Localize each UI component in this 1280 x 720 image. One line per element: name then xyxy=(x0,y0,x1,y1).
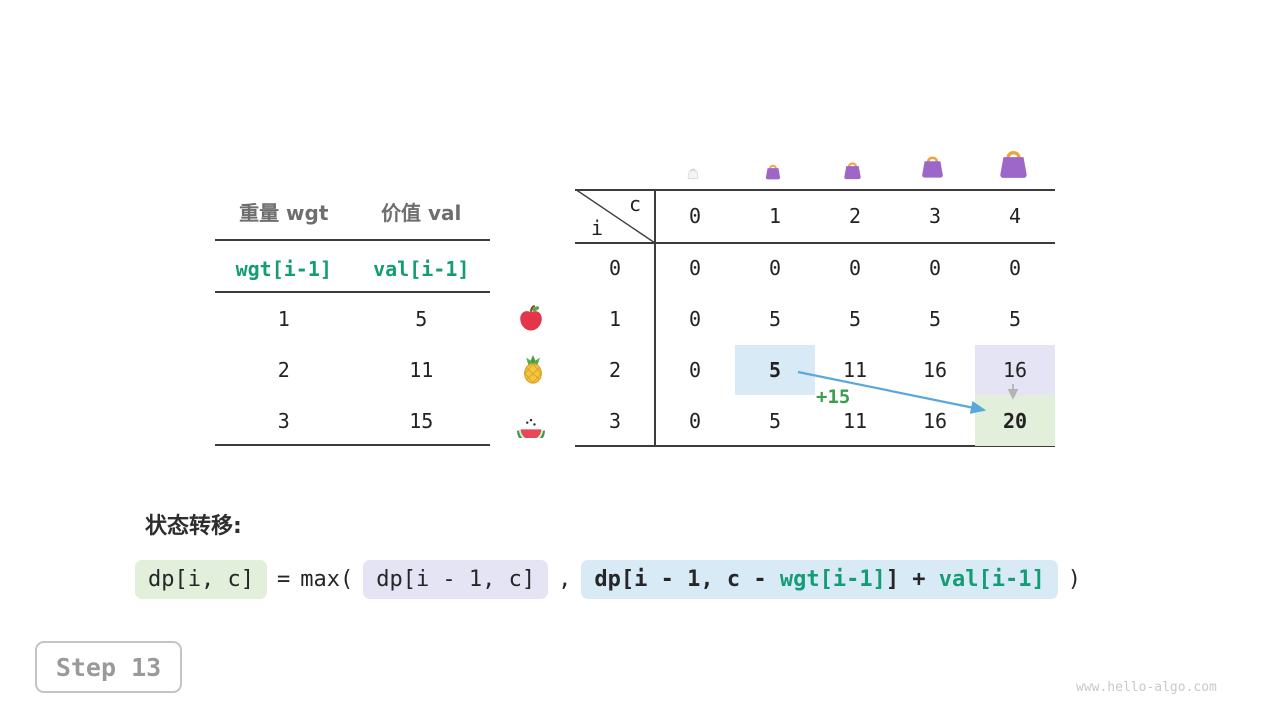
items-table-divider-line xyxy=(215,291,490,293)
row-header-3: 3 xyxy=(608,408,622,433)
dp-cell-1-3: 5 xyxy=(928,307,942,332)
item-1-weight: 1 xyxy=(277,307,290,331)
row-header-0: 0 xyxy=(608,256,622,281)
items-table-header-row: 重量 wgt 价值 val xyxy=(215,190,490,232)
item-row-2: 2 11 xyxy=(215,349,490,391)
dp-cell-3-4-target-highlight: 20 xyxy=(975,395,1055,446)
col-header-2: 2 xyxy=(848,204,862,228)
weight-column-header: 重量 wgt xyxy=(239,200,329,225)
item-1-value: 5 xyxy=(415,307,428,331)
apple-icon xyxy=(516,303,546,333)
item-2-value: 11 xyxy=(409,358,434,382)
dp-cell-0-0: 0 xyxy=(688,256,702,281)
dp-cell-3-1: 5 xyxy=(768,408,782,433)
dp-cell-2-4-compare-highlight: 16 xyxy=(975,344,1055,396)
dp-row-headers: 0 1 2 3 xyxy=(575,243,655,446)
formula-arg2-mid: ] + xyxy=(885,567,939,592)
handbag-2-icon xyxy=(841,158,864,181)
formula-comma: , xyxy=(558,567,572,592)
corner-diagonal-line xyxy=(575,189,655,243)
dp-table-top-line xyxy=(575,189,1055,191)
formula-arg2-box: dp[i - 1, c - wgt[i-1]] + val[i-1] xyxy=(581,560,1058,599)
items-table-formula-row: wgt[i-1] val[i-1] xyxy=(215,248,490,290)
transition-gain-annotation: +15 xyxy=(816,386,851,408)
col-header-1: 1 xyxy=(768,204,782,228)
value-column-header: 价值 val xyxy=(381,200,462,225)
wgt-formula-cell: wgt[i-1] xyxy=(235,257,332,281)
corner-label-i: i xyxy=(591,216,604,240)
items-table-bottom-line xyxy=(215,444,490,446)
dp-table-bottom-line xyxy=(575,445,1055,447)
watermark: www.hello-algo.com xyxy=(1076,680,1217,695)
item-row-1: 1 5 xyxy=(215,298,490,340)
formula-max-open: max( xyxy=(300,567,354,592)
formula-close-paren: ) xyxy=(1067,567,1082,592)
handbag-4-icon xyxy=(995,144,1032,181)
dp-cell-2-3: 16 xyxy=(922,357,948,382)
handbag-1-icon xyxy=(763,161,783,181)
dp-column-headers: 0 1 2 3 4 xyxy=(655,189,1055,243)
formula-arg2-wgt: wgt[i-1] xyxy=(779,567,886,592)
formula-arg1-box: dp[i - 1, c] xyxy=(363,560,549,599)
formula-lhs-box: dp[i, c] xyxy=(135,560,267,599)
handbag-3-icon xyxy=(918,151,947,180)
val-formula-cell: val[i-1] xyxy=(373,257,470,281)
formula-equals: = xyxy=(276,567,291,592)
dp-value-grid: 0 0 0 0 0 0 5 5 5 5 0 5 11 16 16 0 5 11 … xyxy=(655,243,1055,446)
dp-cell-0-3: 0 xyxy=(928,256,942,281)
dp-table-vertical-line xyxy=(654,189,656,447)
formula-arg2-prefix: dp[i - 1, c - xyxy=(594,567,780,592)
row-header-2: 2 xyxy=(608,357,622,382)
step-badge: Step 13 xyxy=(35,641,182,693)
dp-cell-3-2: 11 xyxy=(842,408,868,433)
dp-cell-1-0: 0 xyxy=(688,307,702,332)
item-2-weight: 2 xyxy=(277,358,290,382)
dp-table-header-line xyxy=(575,242,1055,244)
item-3-weight: 3 xyxy=(277,409,290,433)
dp-cell-1-1: 5 xyxy=(768,307,782,332)
dp-cell-2-0: 0 xyxy=(688,357,702,382)
item-row-3: 3 15 xyxy=(215,400,490,442)
col-header-4: 4 xyxy=(1008,204,1022,228)
dp-cell-1-2: 5 xyxy=(848,307,862,332)
formula-arg2-val: val[i-1] xyxy=(938,567,1045,592)
dp-cell-3-3: 16 xyxy=(922,408,948,433)
dp-cell-0-2: 0 xyxy=(848,256,862,281)
col-header-3: 3 xyxy=(928,204,942,228)
state-transition-label: 状态转移: xyxy=(145,514,242,539)
dp-corner-cell: c i xyxy=(575,189,655,243)
dp-cell-0-4: 0 xyxy=(1008,256,1022,281)
state-transition-formula: dp[i, c] = max( dp[i - 1, c] , dp[i - 1,… xyxy=(135,560,1081,599)
col-header-0: 0 xyxy=(688,204,702,228)
dp-cell-1-4: 5 xyxy=(1008,307,1022,332)
pineapple-icon xyxy=(517,353,549,385)
item-3-value: 15 xyxy=(409,409,434,433)
dp-cell-2-1-source-highlight: 5 xyxy=(735,344,815,396)
dp-cell-3-0: 0 xyxy=(688,408,702,433)
items-table-header-line xyxy=(215,239,490,241)
dp-cell-0-1: 0 xyxy=(768,256,782,281)
watermelon-icon xyxy=(515,406,547,438)
corner-label-c: c xyxy=(628,192,641,216)
handbag-empty-icon xyxy=(686,166,700,180)
row-header-1: 1 xyxy=(608,307,622,332)
